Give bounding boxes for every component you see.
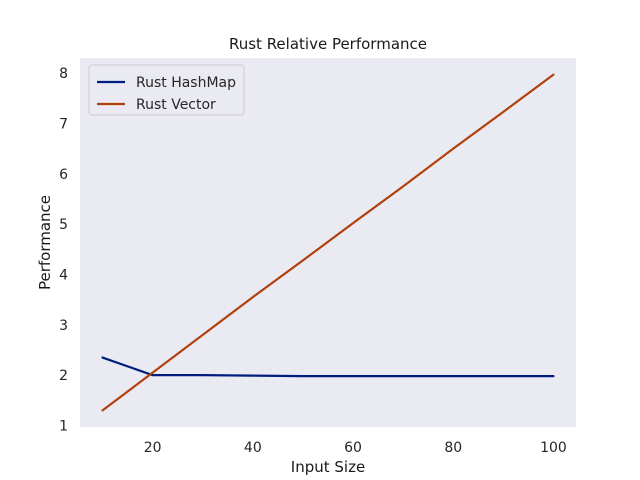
- y-tick-label: 2: [59, 368, 68, 384]
- series-line-rust-hashmap: [101, 356, 555, 378]
- y-tick-label: 7: [59, 116, 68, 132]
- y-tick-label: 8: [59, 66, 68, 82]
- legend: Rust HashMap Rust Vector: [88, 64, 245, 116]
- legend-label: Rust HashMap: [136, 75, 236, 91]
- y-tick-label: 4: [59, 267, 68, 283]
- y-tick-label: 3: [59, 318, 68, 334]
- series-layer: [101, 73, 555, 412]
- x-tick-label: 100: [540, 440, 567, 456]
- x-tick-label: 80: [444, 440, 462, 456]
- x-axis-label: Input Size: [291, 458, 365, 476]
- chart-title: Rust Relative Performance: [229, 35, 427, 53]
- x-axis-ticks: 20 40 60 80 100: [144, 440, 567, 456]
- x-tick-label: 60: [344, 440, 362, 456]
- series-line-rust-vector: [101, 73, 555, 412]
- legend-box: [88, 64, 245, 116]
- y-tick-label: 6: [59, 167, 68, 183]
- y-axis-ticks: 1 2 3 4 5 6 7 8: [59, 66, 68, 434]
- y-tick-label: 5: [59, 217, 68, 233]
- x-tick-label: 40: [244, 440, 262, 456]
- legend-label: Rust Vector: [136, 97, 216, 113]
- y-axis-label: Performance: [36, 195, 54, 290]
- y-tick-label: 1: [59, 418, 68, 434]
- x-tick-label: 20: [144, 440, 162, 456]
